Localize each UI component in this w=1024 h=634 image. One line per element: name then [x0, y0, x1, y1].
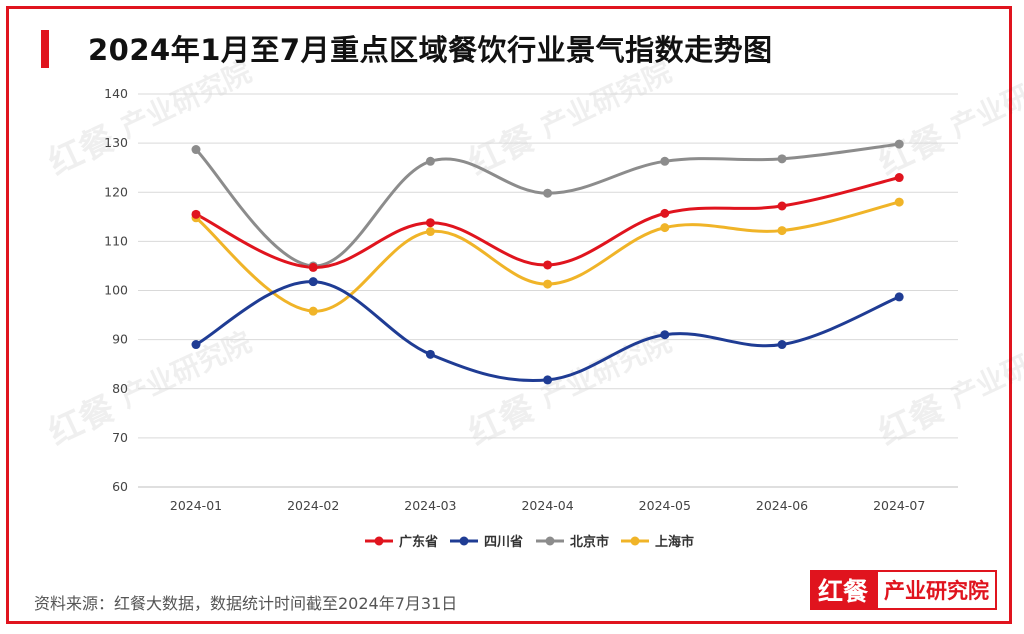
data-point	[543, 375, 553, 385]
data-point	[777, 340, 787, 350]
y-tick-label: 80	[112, 381, 128, 396]
x-tick-label: 2024-04	[521, 498, 573, 513]
svg-text:产业研究院: 产业研究院	[535, 325, 676, 414]
data-point	[308, 306, 318, 316]
data-point	[425, 227, 435, 237]
x-tick-label: 2024-03	[404, 498, 456, 513]
svg-text:产业研究院: 产业研究院	[535, 55, 676, 144]
legend-label: 北京市	[570, 534, 609, 550]
data-point	[191, 340, 201, 350]
legend-swatch-marker	[374, 536, 384, 546]
y-tick-label: 120	[104, 184, 128, 199]
data-point	[191, 145, 201, 155]
data-point	[660, 330, 670, 340]
data-point	[777, 226, 787, 236]
data-point	[660, 208, 670, 218]
legend-label: 上海市	[655, 534, 694, 550]
svg-text:红餐: 红餐	[463, 389, 542, 454]
x-tick-label: 2024-07	[873, 498, 925, 513]
chart-title: 2024年1月至7月重点区域餐饮行业景气指数走势图	[88, 33, 773, 67]
series-line	[194, 200, 901, 313]
svg-text:红餐: 红餐	[43, 389, 122, 454]
y-tick-label: 70	[112, 430, 128, 445]
data-point	[425, 218, 435, 228]
y-tick-label: 110	[104, 233, 128, 248]
svg-text:产业研究院: 产业研究院	[945, 55, 1024, 144]
data-point	[777, 154, 787, 164]
data-point	[777, 201, 787, 211]
figure-frame	[6, 6, 1012, 624]
brand-logo: 红餐 产业研究院	[810, 570, 998, 610]
data-point	[543, 188, 553, 198]
legend-label: 四川省	[484, 534, 523, 550]
legend-swatch-marker	[545, 536, 555, 546]
data-point	[894, 173, 904, 183]
logo-mark: 红餐	[810, 570, 877, 610]
svg-text:红餐: 红餐	[873, 119, 952, 184]
data-point	[660, 223, 670, 233]
y-tick-label: 130	[104, 135, 128, 150]
legend-swatch-marker	[630, 536, 640, 546]
title-accent-bar	[41, 30, 49, 68]
data-point	[894, 139, 904, 149]
svg-text:产业研究院: 产业研究院	[115, 325, 256, 414]
svg-text:红餐: 红餐	[873, 389, 952, 454]
x-tick-label: 2024-02	[287, 498, 339, 513]
svg-text:红餐: 红餐	[43, 119, 122, 184]
svg-text:产业研究院: 产业研究院	[945, 325, 1024, 414]
data-point	[191, 209, 201, 219]
data-point	[660, 156, 670, 166]
y-tick-label: 100	[104, 283, 128, 298]
svg-text:产业研究院: 产业研究院	[115, 55, 256, 144]
logo-text: 产业研究院	[876, 570, 998, 610]
y-tick-label: 90	[112, 332, 128, 347]
x-tick-label: 2024-01	[170, 498, 222, 513]
y-tick-label: 60	[112, 479, 128, 494]
legend-swatch-marker	[459, 536, 469, 546]
source-note: 资料来源：红餐大数据，数据统计时间截至2024年7月31日	[34, 594, 458, 613]
data-point	[425, 349, 435, 359]
data-point	[543, 279, 553, 289]
data-point	[308, 262, 318, 272]
x-tick-label: 2024-05	[639, 498, 691, 513]
legend-label: 广东省	[399, 534, 438, 550]
y-tick-label: 140	[104, 86, 128, 101]
data-point	[894, 197, 904, 207]
data-point	[425, 156, 435, 166]
svg-text:红餐: 红餐	[463, 119, 542, 184]
x-tick-label: 2024-06	[756, 498, 808, 513]
data-point	[308, 277, 318, 287]
data-point	[894, 292, 904, 302]
data-point	[543, 260, 553, 270]
series-line	[194, 280, 901, 382]
